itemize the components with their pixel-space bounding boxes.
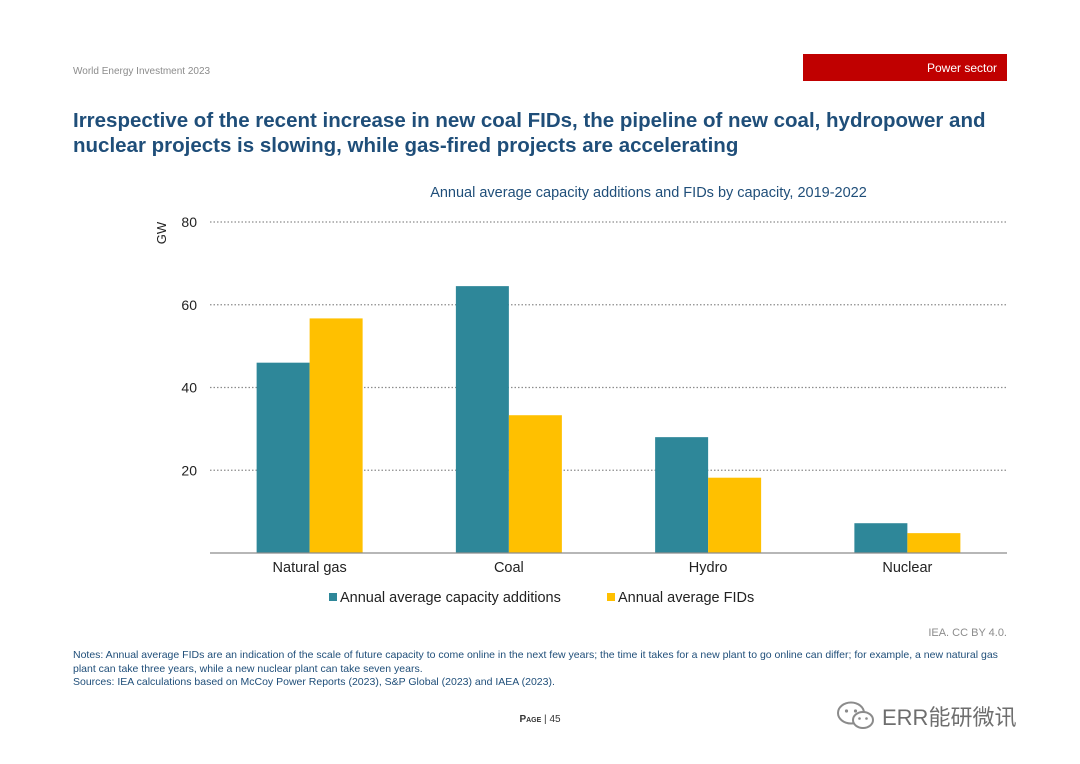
y-tick-label: 40: [181, 380, 197, 396]
bar-capacity-additions: [655, 437, 709, 553]
notes-text: Notes: Annual average FIDs are an indica…: [73, 649, 998, 675]
x-tick-label: Nuclear: [882, 560, 932, 576]
watermark: ERR能研微讯: [836, 700, 1016, 732]
attribution: IEA. CC BY 4.0.: [928, 627, 1007, 639]
page-label: Page: [519, 714, 542, 725]
bar-capacity-additions: [854, 523, 908, 553]
y-tick-label: 60: [181, 297, 197, 313]
legend-label: Annual average FIDs: [618, 590, 754, 606]
sources-text: Sources: IEA calculations based on McCoy…: [73, 676, 555, 688]
bar-fids: [708, 477, 762, 553]
bar-fids: [309, 318, 363, 553]
x-tick-label: Natural gas: [273, 560, 347, 576]
page-number: Page | 45: [0, 714, 1080, 725]
bar-fids: [508, 415, 562, 553]
x-tick-label: Hydro: [689, 560, 728, 576]
bar-fids: [907, 533, 961, 553]
legend-swatch: [607, 593, 615, 601]
page-separator: |: [541, 714, 550, 725]
legend-swatch: [329, 593, 337, 601]
section-tag: Power sector: [803, 54, 1007, 81]
bar-capacity-additions: [455, 286, 509, 553]
watermark-text: ERR能研微讯: [882, 705, 1017, 730]
report-title: World Energy Investment 2023: [73, 66, 211, 77]
y-axis-label: GW: [154, 221, 169, 244]
y-tick-label: 80: [181, 214, 197, 230]
slide-title: Irrespective of the recent increase in n…: [73, 109, 986, 157]
y-tick-label: 20: [181, 462, 197, 478]
chart-title: Annual average capacity additions and FI…: [430, 185, 867, 201]
notes: Notes: Annual average FIDs are an indica…: [73, 649, 1013, 690]
bar-capacity-additions: [256, 362, 310, 553]
bar-chart: Annual average capacity additions and FI…: [154, 185, 1007, 606]
x-tick-label: Coal: [494, 560, 524, 576]
page-number-value: 45: [549, 714, 561, 725]
legend-label: Annual average capacity additions: [340, 590, 561, 606]
wechat-icon: [837, 701, 874, 729]
